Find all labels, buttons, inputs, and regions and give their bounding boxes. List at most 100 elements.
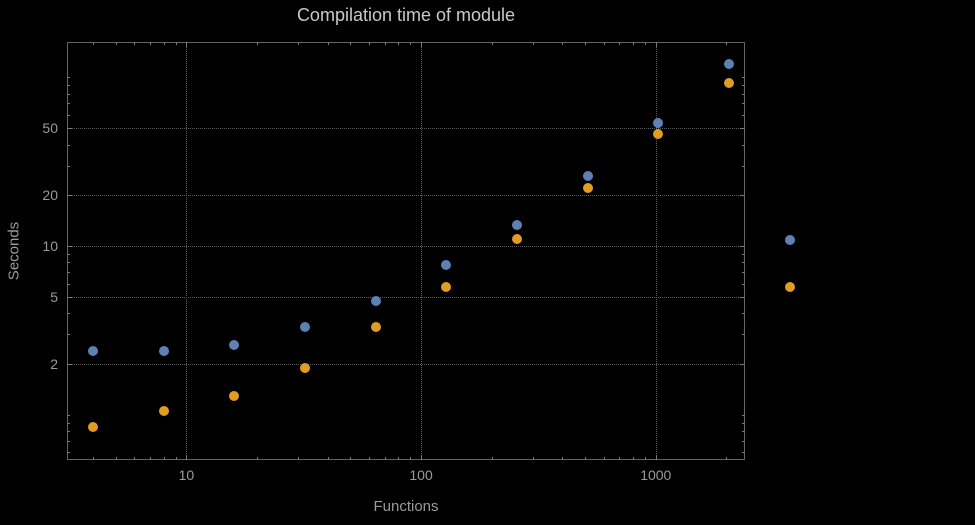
- x-tick-mark: [327, 457, 329, 460]
- x-tick-mark: [533, 457, 535, 460]
- x-tick-mark: [421, 455, 423, 460]
- y-tick-mark: [742, 431, 745, 433]
- y-tick-mark: [67, 262, 70, 264]
- x-tick-mark: [655, 455, 657, 460]
- x-tick-mark: [257, 457, 259, 460]
- y-tick-mark: [742, 144, 745, 146]
- y-tick-mark: [67, 128, 72, 130]
- x-tick-mark: [350, 42, 352, 45]
- y-tick-mark: [742, 114, 745, 116]
- y-tick-mark: [742, 452, 745, 454]
- data-point-series-2: [441, 282, 452, 293]
- y-tick-mark: [67, 195, 72, 197]
- data-point-series-2: [229, 390, 240, 401]
- y-tick-mark: [742, 313, 745, 315]
- y-tick-mark: [67, 103, 70, 105]
- x-tick-label: 10: [178, 467, 195, 483]
- x-tick-mark: [150, 457, 152, 460]
- y-tick-mark: [67, 452, 70, 454]
- x-axis-label: Functions: [373, 498, 439, 515]
- x-tick-mark: [134, 42, 136, 45]
- plot-frame: [67, 42, 745, 460]
- x-tick-mark: [645, 457, 647, 460]
- y-tick-label: 10: [42, 238, 58, 255]
- data-point-series-1: [582, 171, 593, 182]
- data-point-series-2: [511, 234, 522, 245]
- x-tick-mark: [491, 457, 493, 460]
- x-tick-mark: [257, 42, 259, 45]
- x-tick-mark: [186, 42, 188, 47]
- y-tick-label: 2: [50, 356, 58, 373]
- gridline-horizontal: [67, 296, 745, 298]
- x-tick-label: 100: [409, 467, 433, 483]
- data-point-series-1: [653, 117, 664, 128]
- gridline-vertical: [655, 42, 657, 460]
- y-tick-mark: [67, 246, 72, 248]
- x-tick-mark: [533, 42, 535, 45]
- y-tick-mark: [67, 85, 70, 87]
- x-tick-mark: [585, 42, 587, 45]
- y-tick-label: 5: [50, 288, 58, 305]
- y-tick-mark: [67, 364, 72, 366]
- y-tick-mark: [742, 165, 745, 167]
- x-tick-mark: [186, 455, 188, 460]
- y-tick-mark: [67, 431, 70, 433]
- data-point-series-1: [441, 260, 452, 271]
- x-tick-mark: [655, 42, 657, 47]
- x-tick-mark: [603, 457, 605, 460]
- x-tick-mark: [163, 42, 165, 45]
- x-tick-mark: [115, 42, 117, 45]
- y-tick-mark: [742, 77, 745, 79]
- y-tick-mark: [740, 128, 745, 130]
- data-point-series-1: [370, 296, 381, 307]
- x-tick-mark: [327, 42, 329, 45]
- data-point-series-2: [299, 362, 310, 373]
- gridline-horizontal: [67, 128, 745, 130]
- x-tick-label: 1000: [640, 467, 672, 483]
- y-tick-mark: [742, 253, 745, 255]
- data-point-series-1: [299, 322, 310, 333]
- x-tick-mark: [633, 457, 635, 460]
- x-tick-mark: [134, 457, 136, 460]
- x-tick-mark: [298, 457, 300, 460]
- x-tick-mark: [398, 457, 400, 460]
- y-axis-label: Seconds: [5, 221, 23, 281]
- data-point-series-2: [158, 406, 169, 417]
- x-tick-mark: [633, 42, 635, 45]
- x-tick-mark: [603, 42, 605, 45]
- y-tick-mark: [67, 440, 70, 442]
- y-tick-mark: [740, 296, 745, 298]
- x-tick-mark: [384, 457, 386, 460]
- y-tick-mark: [67, 414, 70, 416]
- x-tick-mark: [150, 42, 152, 45]
- y-tick-mark: [67, 253, 70, 255]
- y-tick-mark: [742, 103, 745, 105]
- y-tick-mark: [740, 246, 745, 248]
- gridline-vertical: [421, 42, 423, 460]
- y-tick-mark: [67, 165, 70, 167]
- y-tick-mark: [742, 85, 745, 87]
- y-tick-mark: [742, 272, 745, 274]
- y-tick-mark: [742, 440, 745, 442]
- data-point-series-1: [158, 345, 169, 356]
- y-tick-mark: [67, 296, 72, 298]
- y-tick-mark: [67, 272, 70, 274]
- chart-title: Compilation time of module: [296, 5, 516, 25]
- x-tick-mark: [410, 42, 412, 45]
- x-tick-mark: [726, 457, 728, 460]
- y-tick-mark: [742, 262, 745, 264]
- x-tick-mark: [384, 42, 386, 45]
- y-tick-mark: [742, 283, 745, 285]
- y-tick-label: 50: [42, 120, 58, 137]
- x-tick-mark: [115, 457, 117, 460]
- gridline-horizontal: [67, 246, 745, 248]
- y-tick-mark: [67, 144, 70, 146]
- x-tick-mark: [410, 457, 412, 460]
- data-point-series-2: [370, 322, 381, 333]
- y-tick-mark: [67, 334, 70, 336]
- x-tick-mark: [163, 457, 165, 460]
- x-tick-mark: [421, 42, 423, 47]
- x-tick-mark: [562, 42, 564, 45]
- y-tick-mark: [67, 313, 70, 315]
- y-tick-mark: [67, 77, 70, 79]
